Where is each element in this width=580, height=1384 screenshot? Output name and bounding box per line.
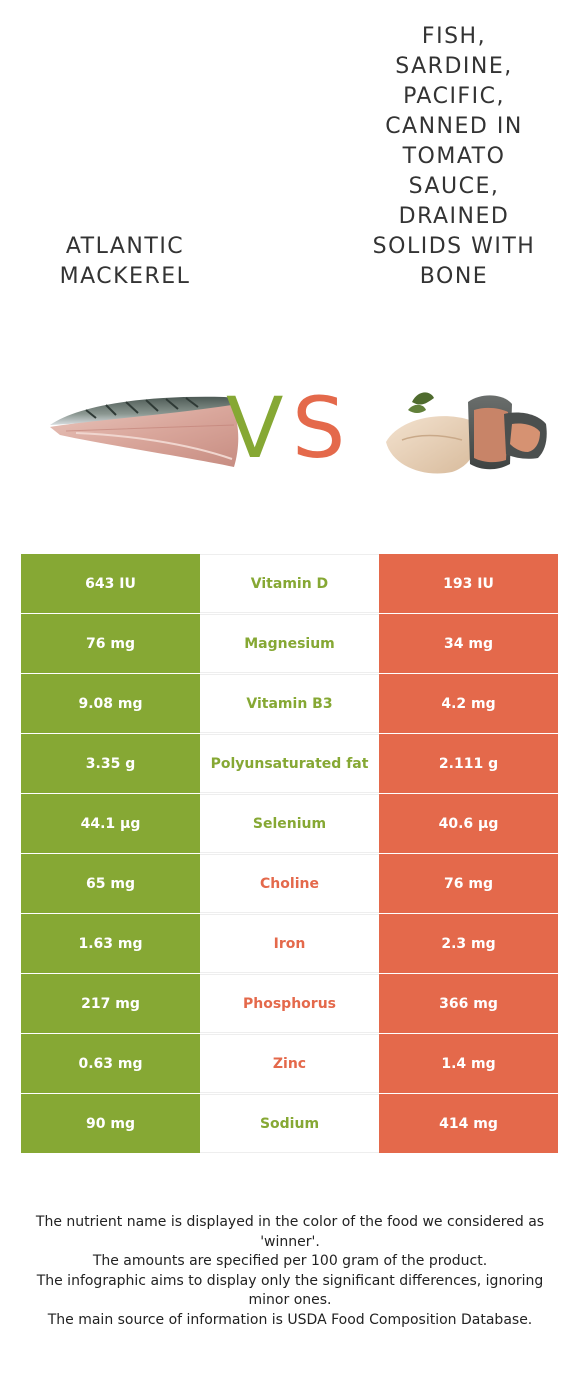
table-row: 643 IU Vitamin D 193 IU	[21, 554, 558, 614]
nutrient-name-cell: Phosphorus	[200, 974, 379, 1033]
nutrient-name-cell: Zinc	[200, 1034, 379, 1093]
right-value-cell: 34 mg	[379, 614, 558, 673]
nutrient-name-cell: Sodium	[200, 1094, 379, 1153]
left-value-cell: 0.63 mg	[21, 1034, 200, 1093]
nutrient-name-cell: Vitamin B3	[200, 674, 379, 733]
right-value-cell: 414 mg	[379, 1094, 558, 1153]
table-row: 3.35 g Polyunsaturated fat 2.111 g	[21, 734, 558, 794]
right-value-cell: 76 mg	[379, 854, 558, 913]
right-value-cell: 40.6 µg	[379, 794, 558, 853]
left-value-cell: 90 mg	[21, 1094, 200, 1153]
footnote-winner: The nutrient name is displayed in the co…	[35, 1214, 545, 1250]
nutrient-name-cell: Iron	[200, 914, 379, 973]
table-row: 65 mg Choline 76 mg	[21, 854, 558, 914]
footnote-differences: The infographic aims to display only the…	[36, 1272, 544, 1309]
left-value-cell: 76 mg	[21, 614, 200, 673]
right-value-cell: 366 mg	[379, 974, 558, 1033]
table-row: 217 mg Phosphorus 366 mg	[21, 974, 558, 1034]
nutrient-name-cell: Choline	[200, 854, 379, 913]
left-value-cell: 643 IU	[21, 554, 200, 613]
table-row: 76 mg Magnesium 34 mg	[21, 614, 558, 674]
right-value-cell: 2.3 mg	[379, 914, 558, 973]
versus-s: S	[292, 379, 346, 477]
footnote-source: The main source of information is USDA F…	[47, 1311, 533, 1328]
sardine-pieces-icon	[386, 392, 547, 474]
table-row: 1.63 mg Iron 2.3 mg	[21, 914, 558, 974]
left-value-cell: 3.35 g	[21, 734, 200, 793]
footnote-amounts: The amounts are specified per 100 gram o…	[92, 1253, 488, 1269]
right-food-title: Fish, sardine, Pacific, canned in tomato…	[372, 24, 536, 289]
table-row: 44.1 µg Selenium 40.6 µg	[21, 794, 558, 854]
left-value-cell: 65 mg	[21, 854, 200, 913]
right-value-cell: 4.2 mg	[379, 674, 558, 733]
right-value-cell: 193 IU	[379, 554, 558, 613]
versus-label: V S	[226, 378, 352, 478]
right-value-cell: 1.4 mg	[379, 1034, 558, 1093]
footnotes: The nutrient name is displayed in the co…	[18, 1213, 562, 1330]
right-value-cell: 2.111 g	[379, 734, 558, 793]
nutrient-name-cell: Selenium	[200, 794, 379, 853]
versus-v: V	[226, 379, 284, 477]
nutrient-name-cell: Vitamin D	[200, 554, 379, 613]
left-value-cell: 9.08 mg	[21, 674, 200, 733]
comparison-table: 643 IU Vitamin D 193 IU 76 mg Magnesium 34 mg…	[21, 554, 558, 1154]
left-value-cell: 1.63 mg	[21, 914, 200, 973]
left-food-title: Atlantic mackerel	[59, 234, 191, 289]
mackerel-fillet-icon	[50, 396, 239, 467]
table-row: 0.63 mg Zinc 1.4 mg	[21, 1034, 558, 1094]
table-row: 90 mg Sodium 414 mg	[21, 1094, 558, 1154]
table-row: 9.08 mg Vitamin B3 4.2 mg	[21, 674, 558, 734]
nutrient-name-cell: Polyunsaturated fat	[200, 734, 379, 793]
left-value-cell: 44.1 µg	[21, 794, 200, 853]
left-value-cell: 217 mg	[21, 974, 200, 1033]
nutrient-name-cell: Magnesium	[200, 614, 379, 673]
